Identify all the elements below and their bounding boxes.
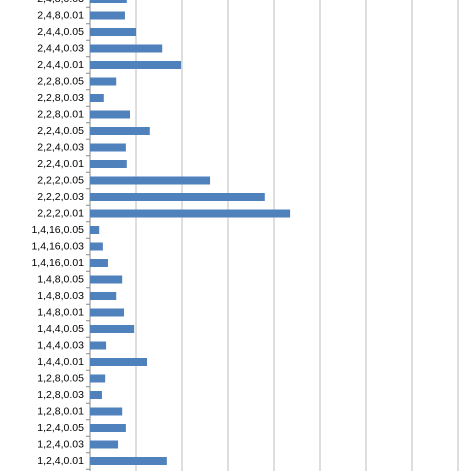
y-tick-label: 1,4,8,0.03: [37, 290, 84, 302]
y-tick-label: 1,2,4,0.03: [37, 438, 84, 450]
y-tick-label: 2,2,2,0.01: [37, 207, 84, 219]
y-tick-label: 2,4,4,0.01: [37, 59, 84, 71]
y-tick-label: 2,2,4,0.03: [37, 141, 84, 153]
bar: [90, 457, 167, 465]
bar: [90, 308, 125, 317]
bar: [90, 391, 102, 399]
y-tick-label: 2,2,8,0.01: [37, 108, 84, 120]
y-tick-label: 1,2,8,0.05: [37, 372, 84, 384]
bar: [90, 176, 211, 185]
bar: [90, 61, 182, 69]
y-tick-label: 1,2,4,0.05: [37, 422, 84, 434]
bar: [90, 226, 100, 234]
bar: [90, 94, 104, 102]
bar: [90, 110, 131, 119]
y-tick-label: 2,2,8,0.05: [37, 75, 84, 87]
y-tick-label: 2,2,4,0.05: [37, 125, 84, 137]
bar: [90, 0, 127, 3]
y-tick-label: 1,2,4,0.01: [37, 455, 84, 467]
bar: [90, 193, 265, 201]
bar: [90, 209, 291, 218]
bar: [90, 143, 126, 152]
bar: [90, 259, 108, 267]
y-tick-label: 1,4,4,0.05: [37, 323, 84, 335]
bar: [90, 374, 106, 383]
bar: [90, 11, 125, 20]
y-tick-label: 1,4,8,0.01: [37, 306, 84, 318]
y-tick-label: 2,2,2,0.03: [37, 191, 84, 203]
bar: [90, 77, 117, 86]
y-tick-label: 1,4,16,0.05: [31, 224, 84, 236]
bar: [90, 28, 136, 36]
bar: [90, 407, 123, 416]
y-tick-label: 1,4,16,0.03: [31, 240, 84, 252]
bar: [90, 160, 127, 168]
y-tick-label: 1,4,4,0.01: [37, 356, 84, 368]
y-tick-label: 2,4,8,0.03: [37, 0, 84, 5]
y-tick-label: 1,4,8,0.05: [37, 273, 84, 285]
bar: [90, 424, 126, 432]
bar: [90, 358, 148, 366]
y-tick-label: 2,4,4,0.05: [37, 26, 84, 38]
y-tick-label: 2,4,8,0.01: [37, 9, 84, 21]
bar: [90, 242, 103, 251]
y-tick-label: 1,2,8,0.01: [37, 405, 84, 417]
bar: [90, 275, 123, 284]
y-tick-label: 2,2,8,0.03: [37, 92, 84, 104]
y-tick-label: 2,2,4,0.01: [37, 158, 84, 170]
y-tick-label: 1,4,4,0.03: [37, 339, 84, 351]
bar: [90, 325, 135, 333]
y-tick-label: 2,2,2,0.05: [37, 174, 84, 186]
bar: [90, 440, 119, 449]
bar: [90, 44, 163, 53]
bar: [90, 341, 107, 350]
y-tick-label: 1,4,16,0.01: [31, 257, 84, 269]
y-tick-label: 1,2,8,0.03: [37, 389, 84, 401]
y-tick-label: 2,4,4,0.03: [37, 42, 84, 54]
bar: [90, 292, 117, 300]
bar: [90, 127, 150, 135]
